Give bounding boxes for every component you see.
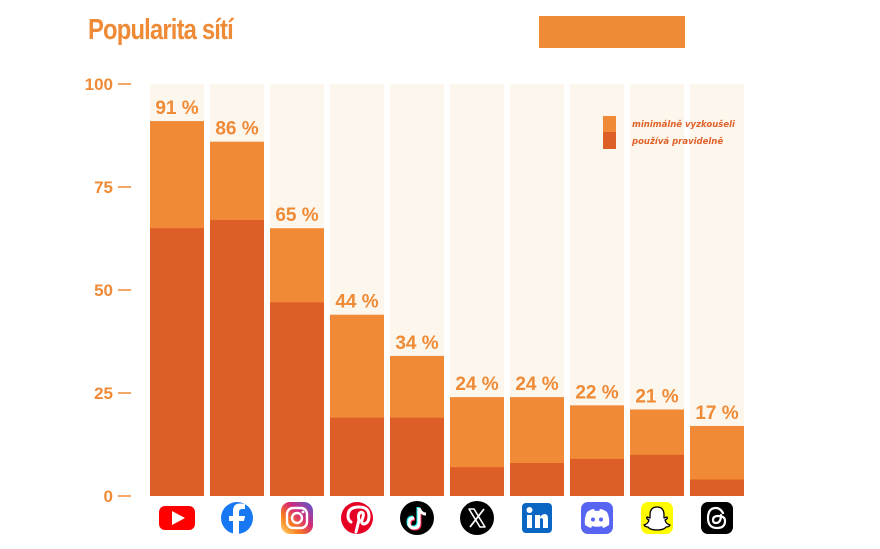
y-tick-label: 25 bbox=[94, 384, 113, 403]
pinterest-icon bbox=[341, 502, 373, 534]
legend-swatch-tried bbox=[603, 116, 616, 132]
bar-regular bbox=[690, 479, 744, 496]
data-label: 34 % bbox=[395, 333, 438, 354]
data-label: 21 % bbox=[635, 386, 678, 407]
data-label: 86 % bbox=[215, 119, 258, 140]
title-accent-bar bbox=[539, 16, 685, 48]
legend-swatch-regular bbox=[603, 132, 616, 149]
data-label: 22 % bbox=[575, 382, 618, 403]
data-label: 65 % bbox=[275, 205, 318, 226]
data-label: 24 % bbox=[515, 374, 558, 395]
youtube-icon bbox=[159, 506, 195, 530]
bar-regular bbox=[390, 417, 444, 496]
y-tick-label: 0 bbox=[104, 487, 113, 506]
threads-icon bbox=[701, 502, 733, 534]
snapchat-icon bbox=[641, 502, 673, 534]
bar-regular bbox=[450, 467, 504, 496]
y-tick-label: 100 bbox=[85, 75, 113, 94]
facebook-icon bbox=[221, 502, 253, 534]
data-label: 17 % bbox=[695, 403, 738, 424]
bar-regular bbox=[210, 219, 264, 496]
discord-icon bbox=[581, 502, 613, 534]
data-label: 44 % bbox=[335, 292, 378, 313]
chart-title: Popularita sítí bbox=[88, 14, 234, 46]
legend-label-regular: používá pravidelně bbox=[631, 136, 723, 147]
y-tick-label: 50 bbox=[94, 281, 113, 300]
bar-regular bbox=[630, 454, 684, 496]
x-icon bbox=[460, 501, 494, 535]
legend-label-tried: minimálně vyzkoušeli bbox=[632, 119, 736, 130]
bar-regular bbox=[510, 463, 564, 496]
bar-regular bbox=[270, 302, 324, 496]
data-label: 24 % bbox=[455, 374, 498, 395]
bar-regular bbox=[330, 417, 384, 496]
data-label: 91 % bbox=[155, 98, 198, 119]
y-tick-label: 75 bbox=[94, 178, 113, 197]
tiktok-icon bbox=[400, 501, 434, 535]
bar-regular bbox=[150, 228, 204, 496]
linkedin-icon bbox=[522, 503, 552, 533]
bar-regular bbox=[570, 458, 624, 496]
instagram-icon bbox=[281, 502, 313, 534]
